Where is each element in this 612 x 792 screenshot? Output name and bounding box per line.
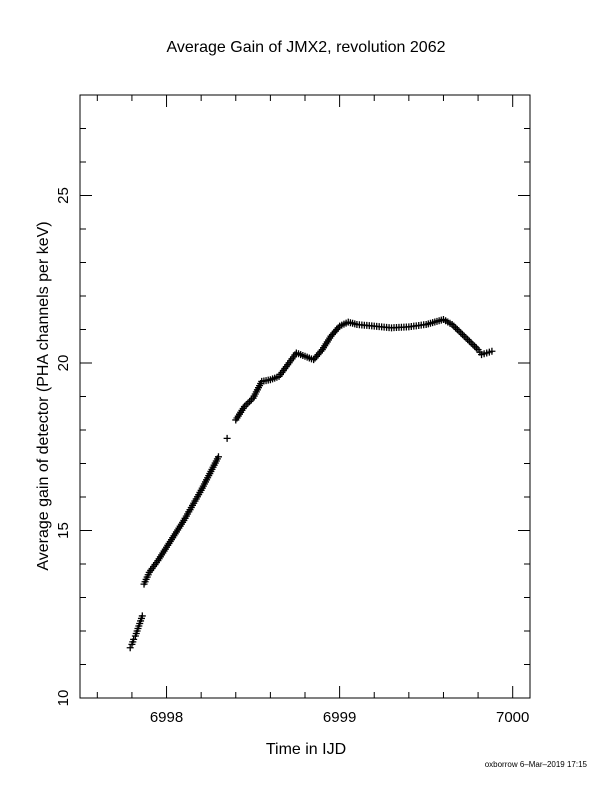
data-point-marker <box>457 329 465 337</box>
data-point-marker <box>452 324 460 332</box>
data-point-marker <box>138 612 146 620</box>
x-axis-label: Time in IJD <box>266 741 346 758</box>
y-tick-label: 15 <box>55 522 72 539</box>
data-point-marker <box>317 347 325 355</box>
data-point-marker <box>462 334 470 342</box>
data-point-marker <box>455 327 463 335</box>
axis-tick-labels: 6998 6999 7000 10 15 20 25 <box>55 187 529 726</box>
data-point-marker <box>459 331 466 339</box>
data-point-marker <box>246 398 254 406</box>
data-point-marker <box>244 399 252 407</box>
x-tick-label: 7000 <box>496 709 529 726</box>
data-point-marker <box>469 341 477 349</box>
data-series <box>126 315 496 652</box>
data-point-marker <box>467 339 475 347</box>
data-point-marker <box>465 337 473 345</box>
data-point-marker <box>223 434 231 442</box>
y-tick-label: 20 <box>55 355 72 372</box>
chart-title: Average Gain of JMX2, revolution 2062 <box>167 39 446 56</box>
data-point-marker <box>488 347 496 355</box>
y-axis-label: Average gain of detector (PHA channels p… <box>35 221 52 570</box>
data-point-marker <box>460 332 468 340</box>
credit-footer: oxborrow 6–Mar–2019 17:15 <box>485 760 588 769</box>
data-point-marker <box>453 326 461 333</box>
x-tick-label: 6998 <box>150 709 183 726</box>
data-point-marker <box>334 324 342 332</box>
data-point-marker <box>471 342 479 350</box>
axis-ticks <box>80 94 530 699</box>
y-tick-label: 10 <box>55 690 72 707</box>
data-point-marker <box>214 453 222 461</box>
data-point-marker <box>464 336 472 344</box>
x-tick-label: 6999 <box>323 709 356 726</box>
y-tick-label: 25 <box>55 187 72 204</box>
plot-frame <box>79 94 531 699</box>
data-point-marker <box>472 344 480 352</box>
